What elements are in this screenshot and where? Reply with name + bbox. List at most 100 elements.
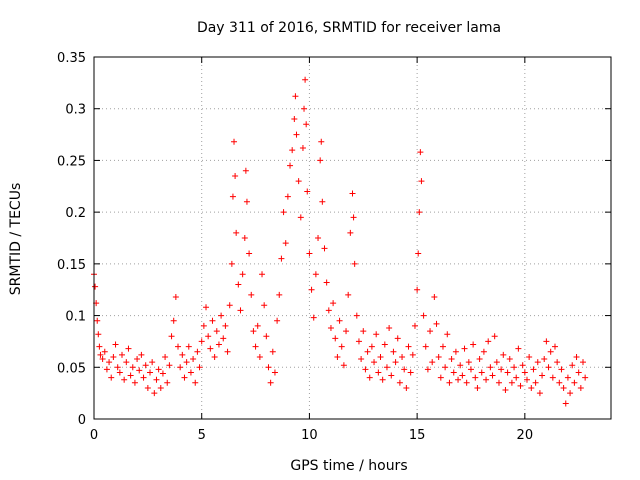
y-tick-label: 0.05 — [57, 361, 86, 376]
data-point — [144, 384, 151, 391]
data-point — [340, 362, 347, 369]
data-point — [177, 364, 184, 371]
data-point — [366, 374, 373, 381]
data-point — [129, 364, 136, 371]
data-point — [495, 379, 502, 386]
data-point — [549, 374, 556, 381]
data-point — [483, 376, 490, 383]
data-point — [175, 343, 182, 350]
data-point — [310, 314, 317, 321]
data-point — [228, 260, 235, 267]
data-point — [560, 384, 567, 391]
data-point — [506, 356, 513, 363]
data-point — [571, 379, 578, 386]
data-point — [381, 341, 388, 348]
data-point — [99, 356, 106, 363]
plot-frame — [93, 56, 612, 420]
data-point — [233, 229, 240, 236]
data-point — [536, 390, 543, 397]
data-point — [467, 366, 474, 373]
data-point — [545, 364, 552, 371]
data-point — [383, 364, 390, 371]
y-tick-label: 0 — [78, 413, 86, 428]
data-point — [554, 359, 561, 366]
x-axis-label: GPS time / hours — [290, 458, 407, 474]
y-tick-label: 0.1 — [65, 310, 86, 325]
x-tick-label: 10 — [301, 428, 318, 443]
data-point — [190, 356, 197, 363]
data-point — [569, 362, 576, 369]
data-point — [448, 356, 455, 363]
data-point — [297, 214, 304, 221]
data-point — [411, 322, 418, 329]
data-point — [166, 362, 173, 369]
data-point — [242, 167, 249, 174]
data-point — [362, 366, 369, 373]
data-point — [183, 359, 190, 366]
data-point — [226, 302, 233, 309]
data-point — [302, 76, 309, 83]
data-point — [347, 229, 354, 236]
data-point — [498, 366, 505, 373]
data-point — [200, 322, 207, 329]
data-point — [250, 328, 257, 335]
data-point — [394, 335, 401, 342]
data-point — [480, 348, 487, 355]
data-point — [276, 291, 283, 298]
data-point — [108, 374, 115, 381]
data-point — [364, 348, 371, 355]
data-point — [299, 145, 306, 152]
data-point — [235, 281, 242, 288]
x-tick-label: 0 — [90, 428, 98, 443]
data-point — [164, 379, 171, 386]
data-point — [579, 359, 586, 366]
data-point — [110, 353, 117, 360]
data-point — [564, 374, 571, 381]
data-point — [515, 345, 522, 352]
data-point — [442, 364, 449, 371]
data-point — [147, 369, 154, 376]
data-point — [179, 351, 186, 358]
data-point — [399, 353, 406, 360]
data-point — [431, 293, 438, 300]
data-point — [539, 372, 546, 379]
data-point — [92, 283, 99, 290]
data-point — [500, 351, 507, 358]
data-point — [343, 328, 350, 335]
data-point — [232, 172, 239, 179]
data-point — [274, 317, 281, 324]
data-point — [116, 369, 123, 376]
data-point — [203, 304, 210, 311]
data-point — [237, 307, 244, 314]
data-point — [243, 198, 250, 205]
data-point — [358, 356, 365, 363]
data-point — [209, 317, 216, 324]
data-point — [323, 279, 330, 286]
axis-ticks: 0 5 10 15 20 0 0.05 0.1 0.15 0.2 0.25 0.3 0.35 — [57, 51, 611, 443]
data-point — [318, 138, 325, 145]
data-point — [444, 331, 451, 338]
data-point — [504, 369, 511, 376]
data-point — [392, 359, 399, 366]
data-point — [278, 255, 285, 262]
data-point — [489, 372, 496, 379]
data-point — [541, 356, 548, 363]
data-point — [94, 317, 101, 324]
data-point — [558, 366, 565, 373]
data-point — [308, 286, 315, 293]
data-point — [291, 116, 298, 123]
data-point — [502, 387, 509, 394]
data-point — [573, 353, 580, 360]
data-point — [267, 379, 274, 386]
data-point — [321, 245, 328, 252]
data-point — [379, 376, 386, 383]
data-point — [142, 362, 149, 369]
data-point — [181, 374, 188, 381]
data-point — [446, 379, 453, 386]
data-point — [377, 353, 384, 360]
data-point — [414, 286, 421, 293]
data-point — [292, 93, 299, 100]
data-point — [315, 235, 322, 241]
data-point — [582, 374, 589, 381]
data-point — [415, 250, 422, 257]
